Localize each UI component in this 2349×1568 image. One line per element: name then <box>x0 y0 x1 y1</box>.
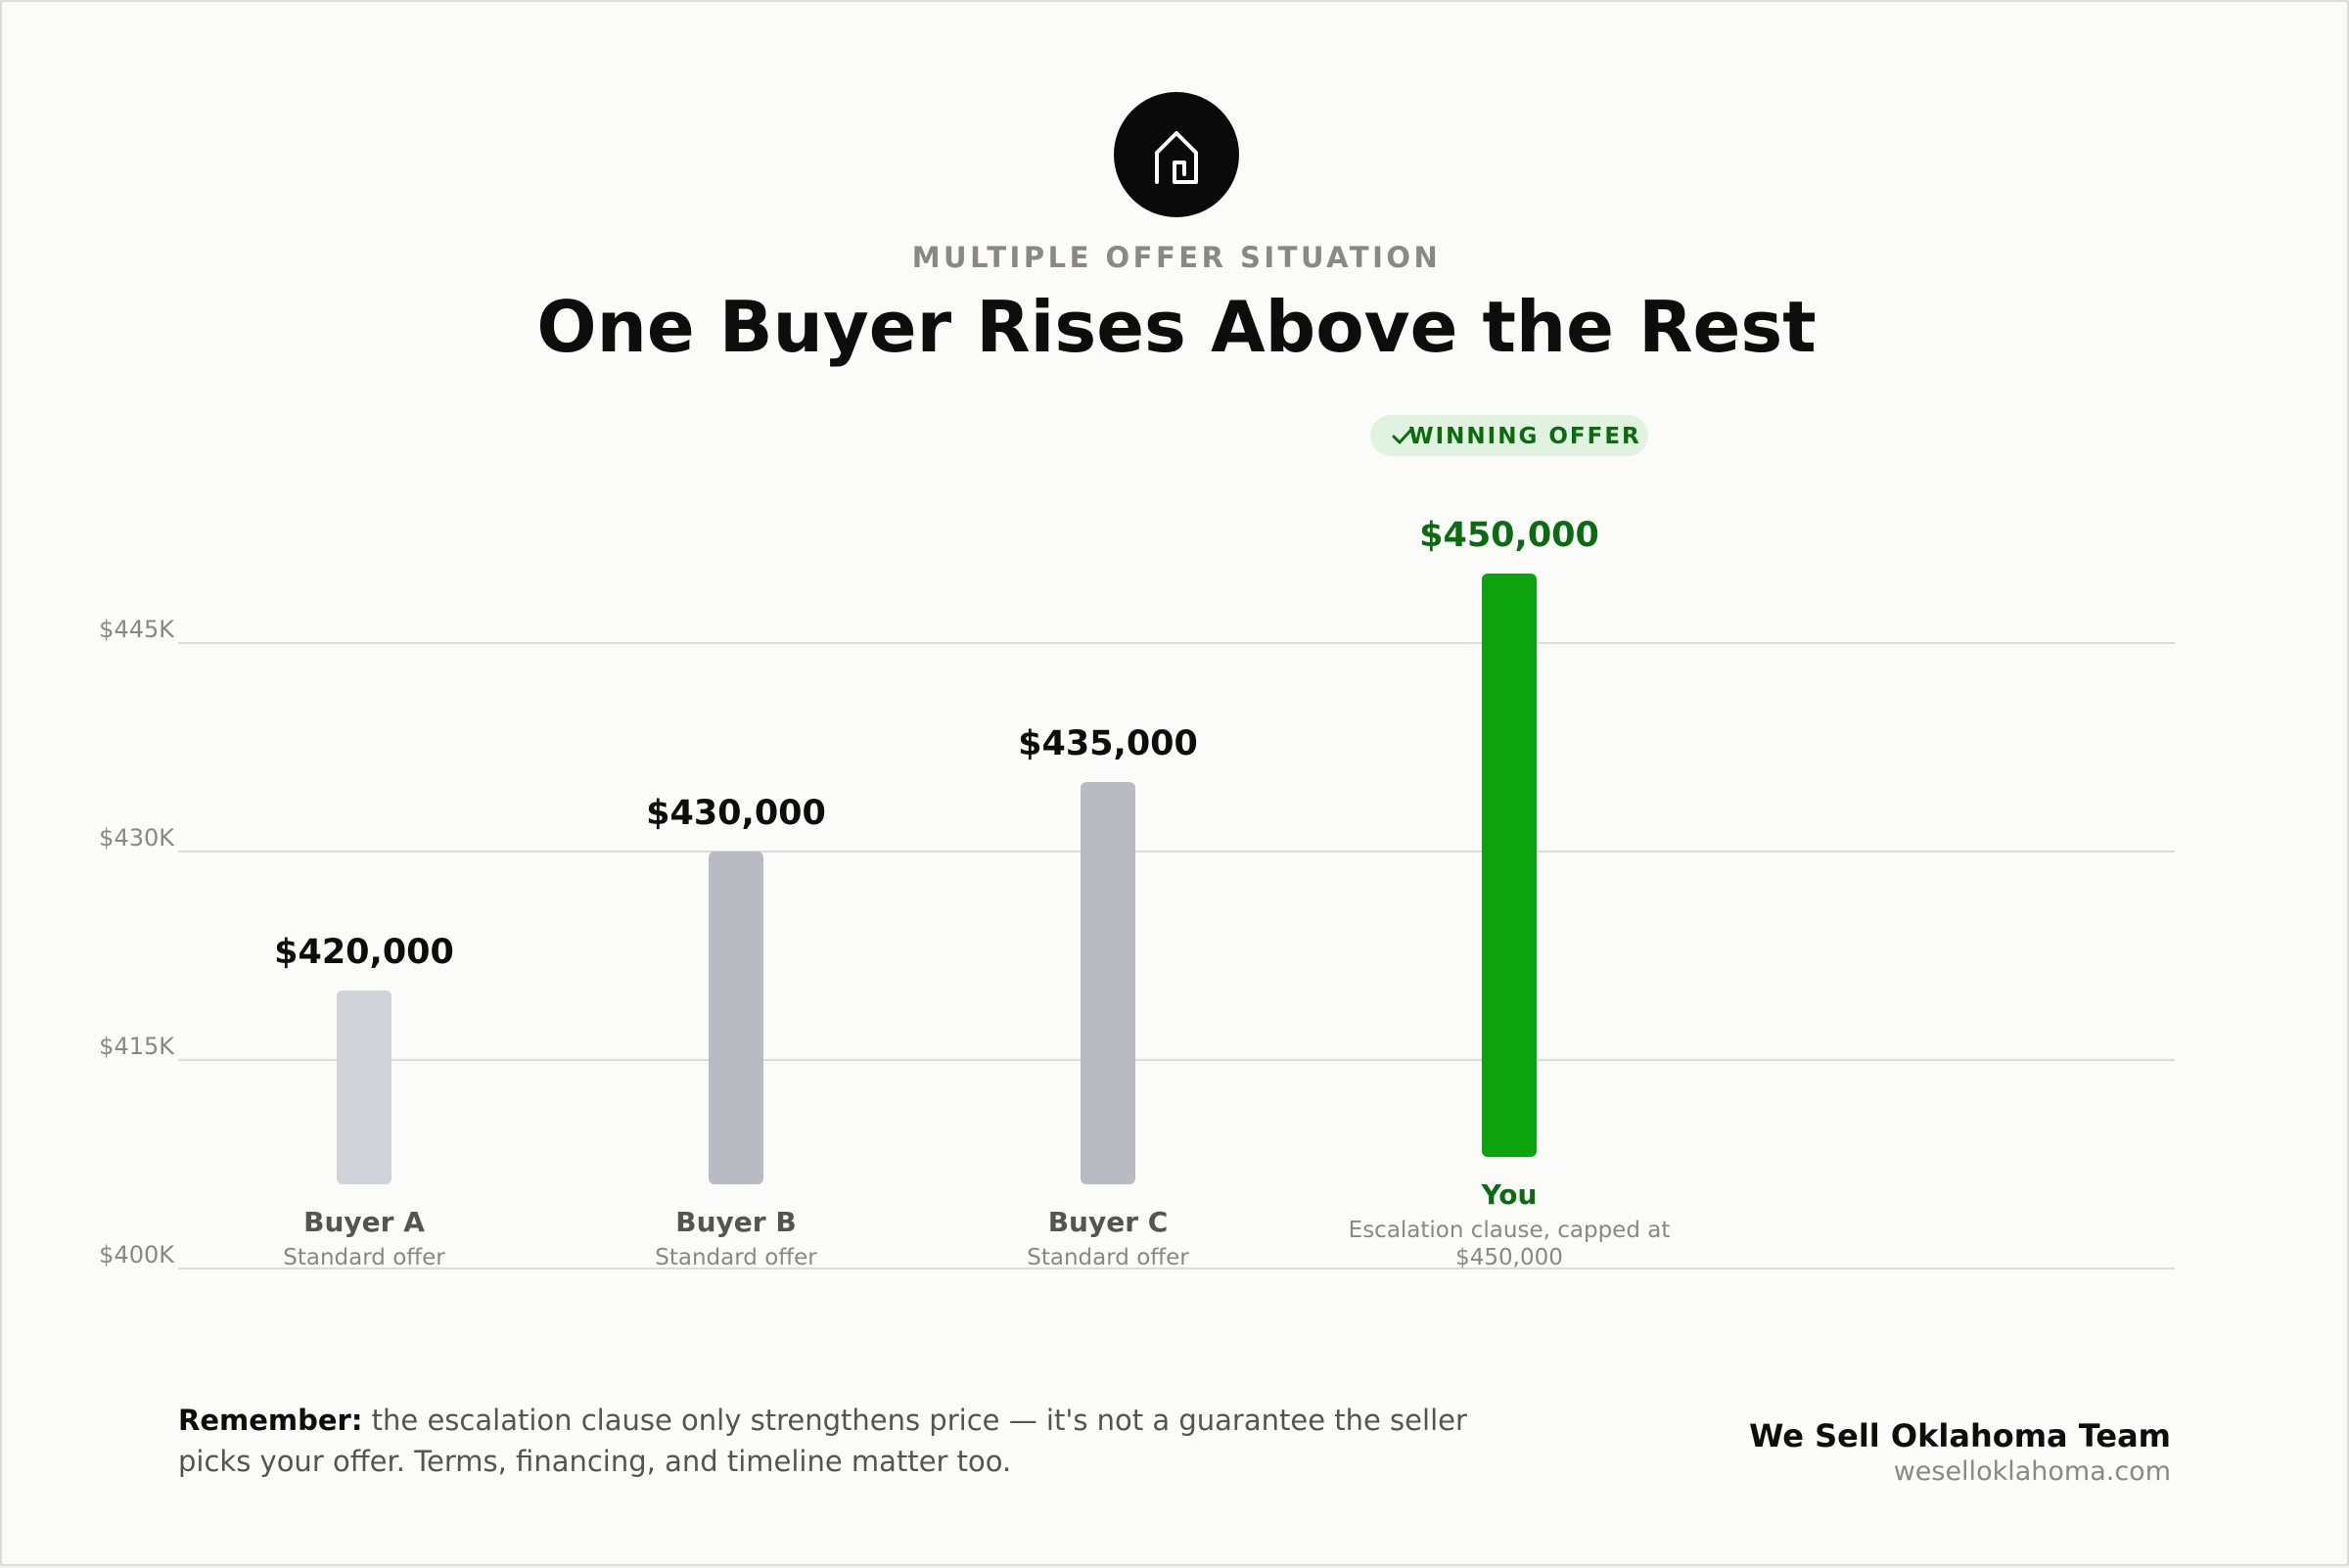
y-tick-label: $400K <box>99 1241 175 1268</box>
category-label: Buyer A <box>303 1206 425 1238</box>
remember-note: Remember: the escalation clause only str… <box>178 1400 1470 1482</box>
winning-offer-badge <box>1370 415 1648 456</box>
category-label: You <box>1481 1178 1538 1211</box>
brand-url: weselloklahoma.com <box>1893 1456 2171 1487</box>
eyebrow-label: MULTIPLE OFFER SITUATION <box>911 241 1442 274</box>
y-tick-label: $415K <box>99 1033 175 1060</box>
value-label: $420,000 <box>274 933 454 972</box>
check-icon <box>1392 429 1412 444</box>
category-subtitle: Standard offer <box>655 1245 817 1270</box>
remember-label: Remember: <box>178 1404 363 1437</box>
winning-offer-label: WINNING OFFER <box>1408 424 1641 449</box>
category-label: Buyer C <box>1048 1206 1169 1238</box>
page-title: One Buyer Rises Above the Rest <box>536 286 1817 368</box>
house-icon <box>1114 92 1239 217</box>
value-label: $450,000 <box>1419 516 1599 555</box>
brand-block: We Sell Oklahoma Team weselloklahoma.com <box>1749 1417 2171 1487</box>
category-subtitle: $450,000 <box>1455 1245 1563 1270</box>
category-subtitle: Standard offer <box>283 1245 445 1270</box>
y-tick-label: $430K <box>99 824 175 852</box>
brand-name: We Sell Oklahoma Team <box>1749 1417 2171 1454</box>
category-label: Buyer B <box>675 1206 796 1238</box>
y-tick-label: $445K <box>99 616 175 643</box>
value-label: $435,000 <box>1018 724 1198 763</box>
category-subtitle: Escalation clause, capped at <box>1349 1218 1671 1243</box>
bar <box>1482 574 1537 1157</box>
bar <box>337 991 392 1184</box>
bar <box>709 852 763 1184</box>
value-label: $430,000 <box>646 794 826 833</box>
category-subtitle: Standard offer <box>1027 1245 1189 1270</box>
bar <box>1081 782 1135 1184</box>
remember-text: the escalation clause only strengthens p… <box>178 1404 1467 1478</box>
